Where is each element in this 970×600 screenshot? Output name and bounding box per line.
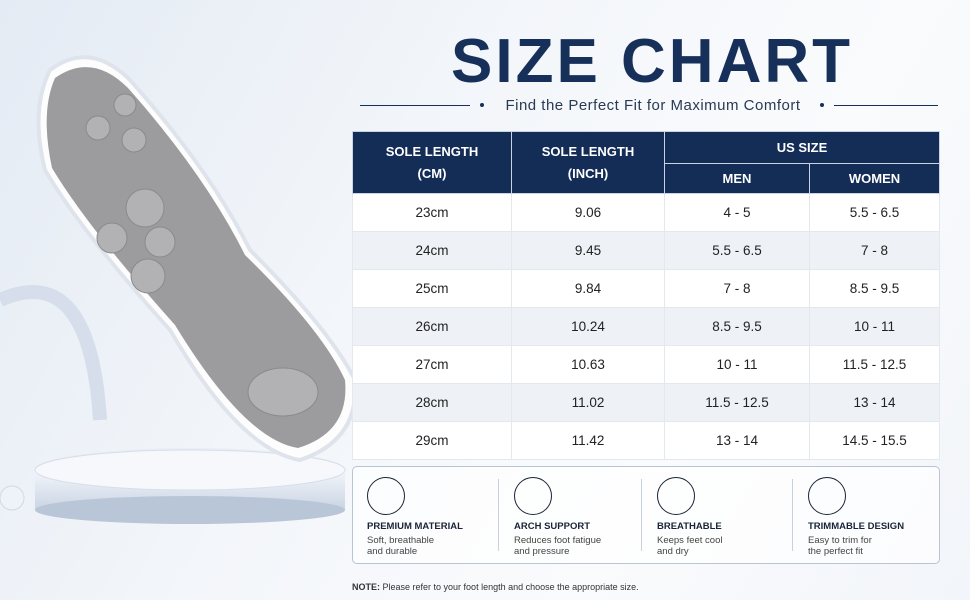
note-text: Please refer to your foot length and cho… [382,582,639,592]
table-cell: 25cm [352,269,512,308]
table-row: 23cm 9.06 4 - 5 5.5 - 6.5 [352,193,940,232]
table-row: 28cm 11.02 11.5 - 12.5 13 - 14 [352,383,940,422]
product-image [0,55,352,524]
table-cell: 27cm [352,345,512,384]
table-cell: 10.63 [511,345,665,384]
table-cell: 26cm [352,307,512,346]
table-cell: 10.24 [511,307,665,346]
feature-icon [657,477,695,515]
description-line: the perfect fit [808,546,863,557]
header-text: (INCH) [567,165,609,181]
table-cell: 7 - 8 [664,269,810,308]
size-table: SOLE LENGTH (CM) SOLE LENGTH (INCH) US SIZ… [352,131,940,460]
table-cell: 8.5 - 9.5 [809,269,940,308]
table-cell: 11.5 - 12.5 [664,383,810,422]
table-cell: 11.5 - 12.5 [809,345,940,384]
table-cell: 5.5 - 6.5 [664,231,810,270]
table-row: 24cm 9.45 5.5 - 6.5 7 - 8 [352,231,940,270]
table-row: 27cm 10.63 10 - 11 11.5 - 12.5 [352,345,940,384]
table-cell: 24cm [352,231,512,270]
header-text: SOLE LENGTH [541,143,635,159]
header-text: (CM) [417,165,447,181]
table-row: 25cm 9.84 7 - 8 8.5 - 9.5 [352,269,940,308]
title: SIZE CHART [451,27,853,96]
separator [792,479,793,551]
note-label: NOTE: [352,582,380,592]
dot [480,103,484,107]
description-line: Easy to trim for [808,535,872,546]
description-line: and durable [367,546,418,557]
separator [641,479,642,551]
feature: BREATHABLE Keeps feet cool and dry [643,467,783,563]
table-cell: 13 - 14 [664,421,810,460]
rule [834,105,938,106]
header-cell: US SIZE [664,131,940,164]
feature-description: Easy to trim for the perfect fit [808,535,872,557]
table-cell: 8.5 - 9.5 [664,307,810,346]
description-line: Keeps feet cool [657,535,723,546]
features-box: PREMIUM MATERIAL Soft, breathable and dura… [352,466,940,564]
table-cell: 11.42 [511,421,665,460]
table-cell: 14.5 - 15.5 [809,421,940,460]
feature-title: TRIMMABLE DESIGN [808,521,905,532]
description-line: and dry [657,546,689,557]
feature-icon [514,477,552,515]
table-cell: 5.5 - 6.5 [809,193,940,232]
feature-title: PREMIUM MATERIAL [367,521,463,532]
table-cell: 28cm [352,383,512,422]
feature-description: Soft, breathable and durable [367,535,434,557]
table-body: 23cm 9.06 4 - 5 5.5 - 6.5 24cm 9.45 5.5 - 6.5 7… [352,193,940,460]
feature: TRIMMABLE DESIGN Easy to trim for the perf… [794,467,934,563]
header-cell: SOLE LENGTH (CM) [352,131,512,194]
dot [820,103,824,107]
table-cell: 4 - 5 [664,193,810,232]
description-line: and pressure [514,546,570,557]
header-cell: MEN [664,163,810,194]
separator [498,479,499,551]
table-cell: 11.02 [511,383,665,422]
description-line: Reduces foot fatigue [514,535,602,546]
feature-icon [367,477,405,515]
table-row: 26cm 10.24 8.5 - 9.5 10 - 11 [352,307,940,346]
note: NOTE: Please refer to your foot length a… [352,582,639,592]
table-cell: 7 - 8 [809,231,940,270]
table-row: 29cm 11.42 13 - 14 14.5 - 15.5 [352,421,940,460]
header-cell: WOMEN [809,163,940,194]
feature-title: BREATHABLE [657,521,722,532]
header-text: SOLE LENGTH [385,143,479,159]
rule [360,105,470,106]
subtitle: Find the Perfect Fit for Maximum Comfort [505,97,801,114]
description-line: Soft, breathable [367,535,435,546]
feature-description: Reduces foot fatigue and pressure [514,535,601,557]
feature-title: ARCH SUPPORT [514,521,591,532]
header-cell: SOLE LENGTH (INCH) [511,131,665,194]
feature: PREMIUM MATERIAL Soft, breathable and dura… [353,467,493,563]
table-cell: 13 - 14 [809,383,940,422]
feature-icon [808,477,846,515]
table-cell: 10 - 11 [664,345,810,384]
table-cell: 9.06 [511,193,665,232]
table-cell: 29cm [352,421,512,460]
table-cell: 9.84 [511,269,665,308]
table-cell: 9.45 [511,231,665,270]
feature: ARCH SUPPORT Reduces foot fatigue and pres… [500,467,640,563]
feature-description: Keeps feet cool and dry [657,535,723,557]
table-cell: 10 - 11 [809,307,940,346]
table-cell: 23cm [352,193,512,232]
